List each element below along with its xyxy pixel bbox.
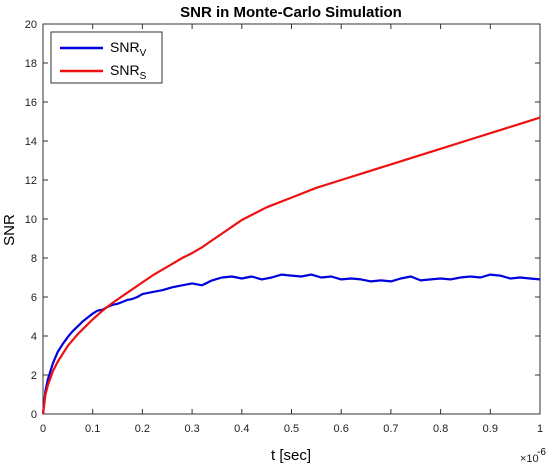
y-tick-label: 14	[25, 136, 37, 148]
y-tick-label: 16	[25, 97, 37, 109]
x-tick-label: 0	[40, 423, 46, 435]
x-tick-label: 0.7	[383, 423, 398, 435]
y-tick-label: 2	[31, 370, 37, 382]
x-tick-label: 0.1	[85, 423, 100, 435]
legend-entry-snr-v: SNRV	[110, 39, 147, 59]
x-tick-label: 0.9	[483, 423, 498, 435]
y-tick-label: 18	[25, 58, 37, 70]
x-tick-label: 0.4	[234, 423, 249, 435]
y-tick-label: 10	[25, 214, 37, 226]
y-tick-label: 12	[25, 175, 37, 187]
legend-subscript-snr-s: S	[140, 71, 147, 82]
y-tick-label: 8	[31, 253, 37, 265]
y-tick-label: 0	[31, 409, 37, 421]
plot-area: 0 0.1 0.2 0.3 0.4 0.5 0.6 0.7 0.8 0.9 102468101214…	[25, 19, 543, 435]
legend: SNRV SNRS	[50, 31, 163, 84]
x-tick-label: 0.3	[184, 423, 199, 435]
x-tick-label: 0.2	[135, 423, 150, 435]
legend-label-snr-s: SNR	[110, 62, 140, 78]
x-tick-label: 0.8	[433, 423, 448, 435]
x-tick-label: 0.6	[334, 423, 349, 435]
x-multiplier: ×10 -6	[520, 447, 546, 465]
x-tick-label: 1	[537, 423, 543, 435]
x-tick-label: 0.5	[284, 423, 299, 435]
x-multiplier-base: ×10	[520, 453, 539, 465]
y-axis-label: SNR	[1, 214, 18, 246]
y-tick-label: 4	[31, 331, 37, 343]
series-line-snr-v	[41, 273, 541, 415]
legend-entry-snr-s: SNRS	[110, 62, 147, 82]
series-line-snr-s	[41, 116, 541, 415]
y-tick-label: 20	[25, 19, 37, 31]
y-tick-label: 6	[31, 292, 37, 304]
legend-label-snr-v: SNR	[110, 39, 140, 55]
legend-box	[50, 31, 163, 84]
x-axis-label: t [sec]	[271, 447, 311, 464]
legend-subscript-snr-v: V	[140, 48, 147, 59]
x-multiplier-exponent: -6	[537, 447, 546, 458]
chart-title: SNR in Monte-Carlo Simulation	[180, 4, 402, 21]
